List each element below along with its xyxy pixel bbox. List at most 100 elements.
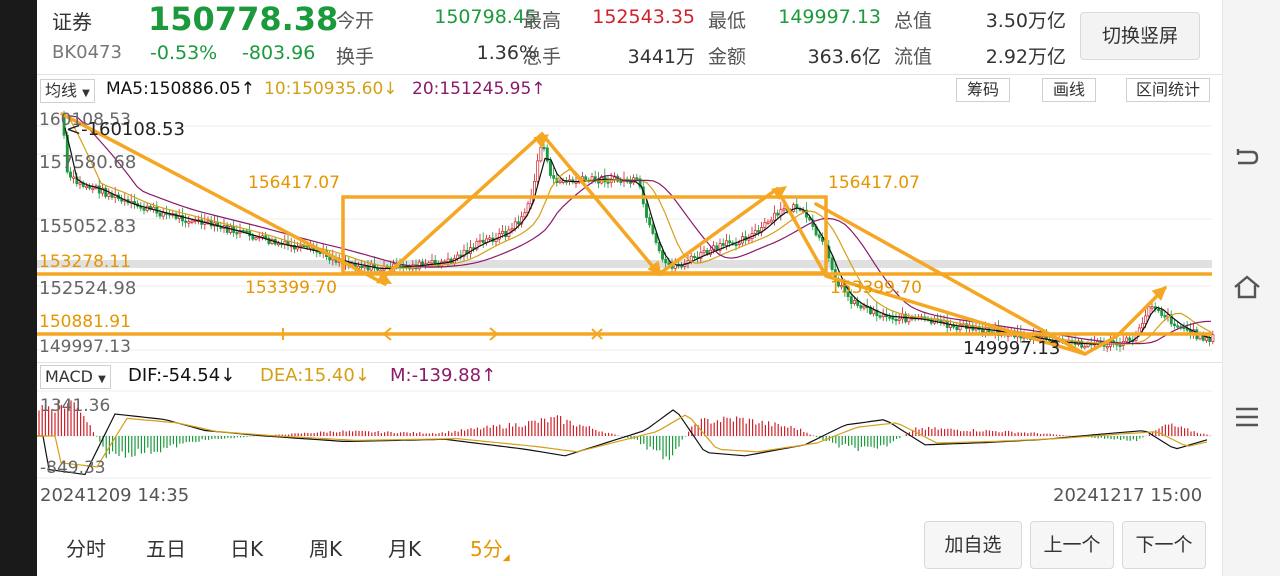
candle-body — [216, 222, 220, 227]
candle-body — [782, 208, 786, 211]
arrow-head-icon — [771, 186, 787, 201]
home-icon[interactable] — [1232, 272, 1262, 302]
candle-body — [878, 315, 882, 318]
candle-body — [69, 171, 72, 178]
macd-selector[interactable]: MACD ▼ — [40, 365, 111, 389]
candle-body — [1163, 315, 1167, 318]
arrow-head-icon — [533, 134, 549, 149]
candle-body — [1205, 337, 1208, 341]
candle-body — [725, 240, 728, 246]
stat-value: 3.50万亿 — [985, 10, 1066, 32]
candle-body — [462, 249, 466, 257]
candle-body — [1105, 346, 1109, 349]
price-label-6: 150881.91 — [39, 312, 131, 332]
macd-m: M:-139.88↑ — [390, 365, 497, 386]
menu-icon[interactable] — [1232, 402, 1262, 432]
candle-body — [85, 185, 88, 188]
candle-body — [1150, 306, 1154, 309]
kline-chart[interactable] — [37, 104, 1222, 362]
candle-body — [769, 219, 773, 223]
candle-body — [862, 305, 866, 309]
tab-intraday[interactable]: 分时 — [66, 537, 106, 561]
candle-body — [1160, 309, 1164, 316]
chips-button[interactable]: 筹码 — [956, 78, 1010, 102]
candle-body — [574, 181, 578, 184]
chevron-left-icon — [382, 327, 392, 341]
candle-body — [661, 250, 664, 260]
macd-dif: DIF:-54.54↓ — [128, 365, 236, 386]
stat-value: 152543.35 — [592, 6, 695, 28]
candle-body — [881, 314, 885, 318]
range-stats-button[interactable]: 区间统计 — [1126, 78, 1210, 102]
candle-body — [78, 182, 82, 185]
candle-body — [763, 222, 767, 228]
candle-body — [645, 203, 648, 218]
dif-line — [37, 409, 1208, 476]
box-bottom-label-right: 153399.70 — [830, 278, 922, 298]
draw-handle — [277, 328, 289, 340]
change-value: -803.96 — [242, 42, 316, 64]
candle-body — [629, 181, 632, 184]
previous-button[interactable]: 上一个 — [1030, 521, 1114, 569]
candle-body — [1128, 337, 1132, 341]
candle-body — [987, 328, 991, 333]
candle-body — [267, 237, 271, 244]
candle-body — [181, 215, 184, 222]
candle-body — [737, 242, 741, 245]
back-icon[interactable] — [1232, 144, 1262, 174]
macd-axis-top: 1341.36 — [40, 396, 111, 416]
stock-code: BK0473 — [52, 42, 122, 63]
candle-body — [107, 193, 111, 197]
candle-body — [638, 178, 642, 188]
candle-body — [907, 317, 911, 323]
tab-5min[interactable]: 5分◢ — [470, 533, 510, 563]
candle-body — [161, 212, 165, 217]
candle-body — [593, 176, 597, 180]
candle-body — [1208, 337, 1212, 342]
time-axis-start: 20241209 14:35 — [40, 485, 190, 506]
system-nav-bar — [1222, 0, 1280, 576]
tab-daily-k[interactable]: 日K — [230, 537, 264, 561]
candle-body — [1144, 315, 1148, 324]
price-label-5: 152524.98 — [39, 278, 137, 299]
current-price: 150778.38 — [148, 0, 339, 38]
candle-body — [955, 326, 959, 331]
add-watchlist-button[interactable]: 加自选 — [924, 521, 1022, 569]
price-label-2: 157580.68 — [39, 152, 137, 173]
candle-body — [539, 146, 543, 162]
ma-selector-label: 均线 — [45, 81, 78, 100]
candle-body — [277, 242, 280, 246]
candle-body — [517, 221, 520, 225]
stat-label: 最高 — [523, 10, 562, 32]
candle-body — [561, 180, 565, 183]
tab-monthly-k[interactable]: 月K — [388, 537, 422, 561]
price-label-3: 155052.83 — [39, 216, 137, 237]
stat-label: 总值 — [894, 10, 933, 32]
candle-body — [101, 187, 104, 194]
candle-body — [1185, 328, 1189, 331]
candle-body — [536, 160, 540, 182]
tab-weekly-k[interactable]: 周K — [309, 537, 343, 561]
candle-body — [254, 237, 258, 240]
switch-portrait-button[interactable]: 切换竖屏 — [1080, 12, 1200, 60]
change-percent: -0.53% — [150, 42, 218, 64]
arrow-head-icon — [376, 270, 392, 284]
candle-body — [981, 329, 984, 333]
candle-body — [1157, 308, 1160, 312]
draw-line-button[interactable]: 画线 — [1042, 78, 1096, 102]
stat-label: 最低 — [708, 10, 747, 32]
macd-chart[interactable] — [37, 390, 1222, 480]
candle-body — [459, 254, 463, 257]
stat-label: 今开 — [336, 10, 375, 32]
candle-body — [891, 316, 895, 320]
candle-body — [1080, 340, 1084, 348]
candle-body — [757, 230, 760, 233]
ma-selector[interactable]: 均线 ▼ — [40, 79, 95, 103]
candle-body — [97, 185, 101, 194]
candle-body — [853, 300, 856, 304]
candle-body — [664, 258, 668, 264]
tab-five-day[interactable]: 五日 — [146, 537, 186, 561]
candle-body — [869, 306, 872, 315]
price-band — [37, 260, 1212, 268]
next-button[interactable]: 下一个 — [1122, 521, 1206, 569]
